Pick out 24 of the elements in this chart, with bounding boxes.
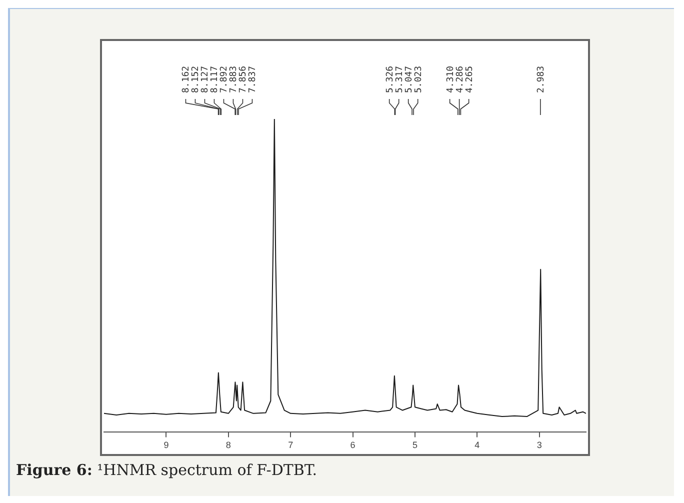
annotation: 5.023 — [414, 66, 424, 93]
annotation: 8.152 — [191, 66, 202, 93]
annotation: 7.856 — [238, 66, 249, 93]
annotation: 8.117 — [210, 66, 220, 93]
x-tick-label: 5 — [412, 440, 418, 450]
annotation: 5.317 — [394, 66, 405, 93]
annotation: 8.127 — [200, 66, 211, 93]
annotation: 7.883 — [229, 66, 240, 93]
annotation: 7.892 — [220, 66, 230, 93]
text: Figure 6: ¹HNMR spectrum of F-DTBT. — [16, 461, 318, 479]
annotation: 4.265 — [464, 66, 475, 93]
x-tick-label: 6 — [350, 440, 356, 450]
x-tick-label: 4 — [474, 440, 480, 450]
annotation: 5.326 — [385, 66, 396, 93]
annotation: 5.047 — [404, 66, 414, 93]
annotation: 2.983 — [536, 66, 546, 93]
annotation: 4.310 — [446, 66, 456, 93]
annotation: 8.162 — [182, 66, 192, 93]
x-tick-label: 9 — [164, 440, 169, 450]
x-tick-label: 7 — [288, 440, 294, 450]
annotation: 7.837 — [248, 66, 258, 93]
x-tick-label: 8 — [226, 440, 231, 450]
x-tick-label: 3 — [536, 440, 542, 450]
annotation: 4.286 — [455, 66, 466, 93]
